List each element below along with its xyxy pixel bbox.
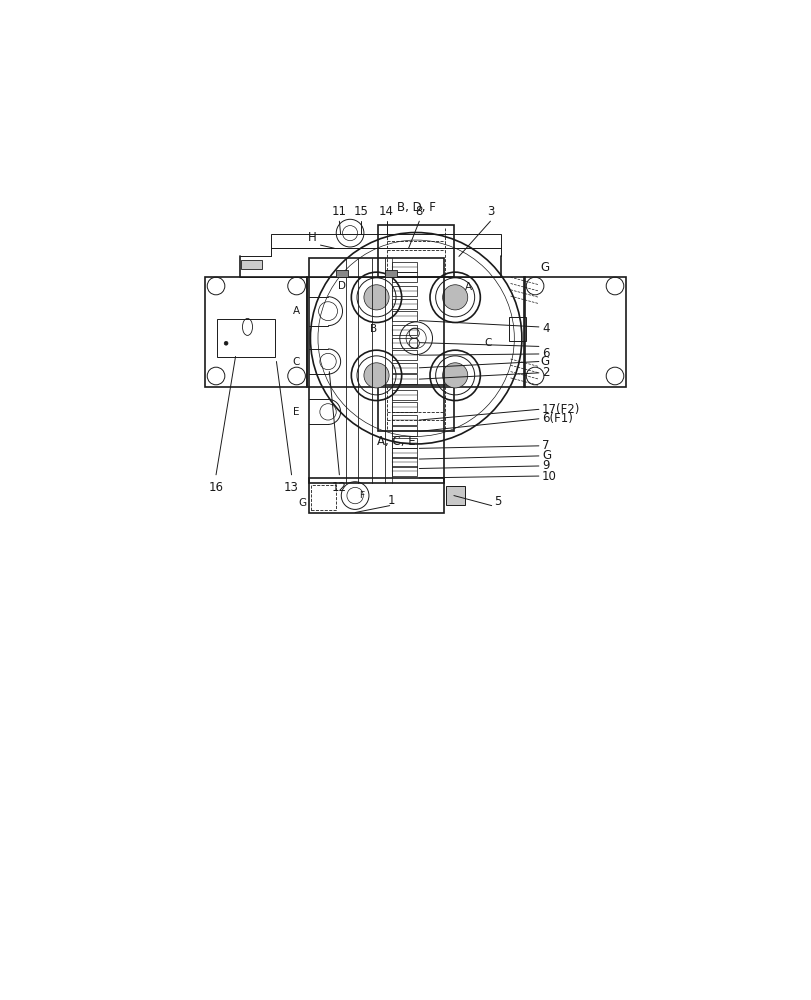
Bar [384,270,397,277]
Text: H: H [307,231,316,244]
Bar [311,485,336,510]
Bar [392,466,417,476]
Text: 8: 8 [415,205,423,218]
Bar [392,299,417,309]
Text: C: C [292,357,299,367]
Bar [309,478,444,513]
Text: 1: 1 [387,494,394,507]
Text: 11: 11 [332,205,346,218]
Text: A: A [464,282,471,292]
Text: 16: 16 [208,481,223,494]
Bar [241,260,262,269]
Text: 14: 14 [379,205,393,218]
Bar [392,390,417,400]
Text: G: G [540,261,549,274]
Circle shape [363,285,388,310]
Text: 2: 2 [542,366,549,379]
Bar [378,225,453,277]
Circle shape [224,341,228,345]
Bar [392,262,417,272]
Bar [392,438,417,448]
Bar [392,448,417,458]
Bar [335,270,348,277]
Text: E: E [293,407,299,417]
Bar [392,311,417,321]
Bar [392,286,417,296]
Text: 3: 3 [486,205,493,218]
Bar [205,277,307,387]
Bar [392,415,417,425]
Bar [392,402,417,412]
Text: 9: 9 [542,459,549,472]
Text: G: G [298,498,307,508]
Text: F: F [358,491,363,500]
Bar [392,325,417,335]
Text: B: B [370,324,376,334]
Text: C: C [483,338,491,348]
Circle shape [442,363,467,388]
Bar [217,319,274,357]
Bar [392,363,417,373]
Text: G: G [540,355,549,368]
Bar [392,338,417,348]
Text: 4: 4 [542,322,549,335]
Text: 15: 15 [354,205,368,218]
Text: G: G [542,449,551,462]
Circle shape [363,363,388,388]
Text: 13: 13 [284,481,298,494]
Text: 6(F1): 6(F1) [542,412,573,425]
Bar [378,385,453,431]
Text: 7: 7 [542,439,549,452]
Bar [508,317,526,341]
Bar [524,277,625,387]
Bar [392,457,417,467]
Text: D: D [337,281,345,291]
Bar [392,426,417,436]
Text: 6: 6 [542,347,549,360]
Circle shape [442,285,467,310]
Bar [271,234,500,248]
Text: 17(F2): 17(F2) [542,403,580,416]
Text: B, D, F: B, D, F [397,201,435,214]
Bar [307,277,525,387]
Text: A, C, E: A, C, E [376,435,414,448]
Bar [446,486,465,505]
Text: 12: 12 [332,481,346,494]
Text: 5: 5 [494,495,501,508]
Bar [309,258,444,483]
Bar [392,272,417,282]
Text: 10: 10 [542,470,556,483]
Bar [392,350,417,360]
Bar [392,374,417,384]
Text: A: A [292,306,299,316]
